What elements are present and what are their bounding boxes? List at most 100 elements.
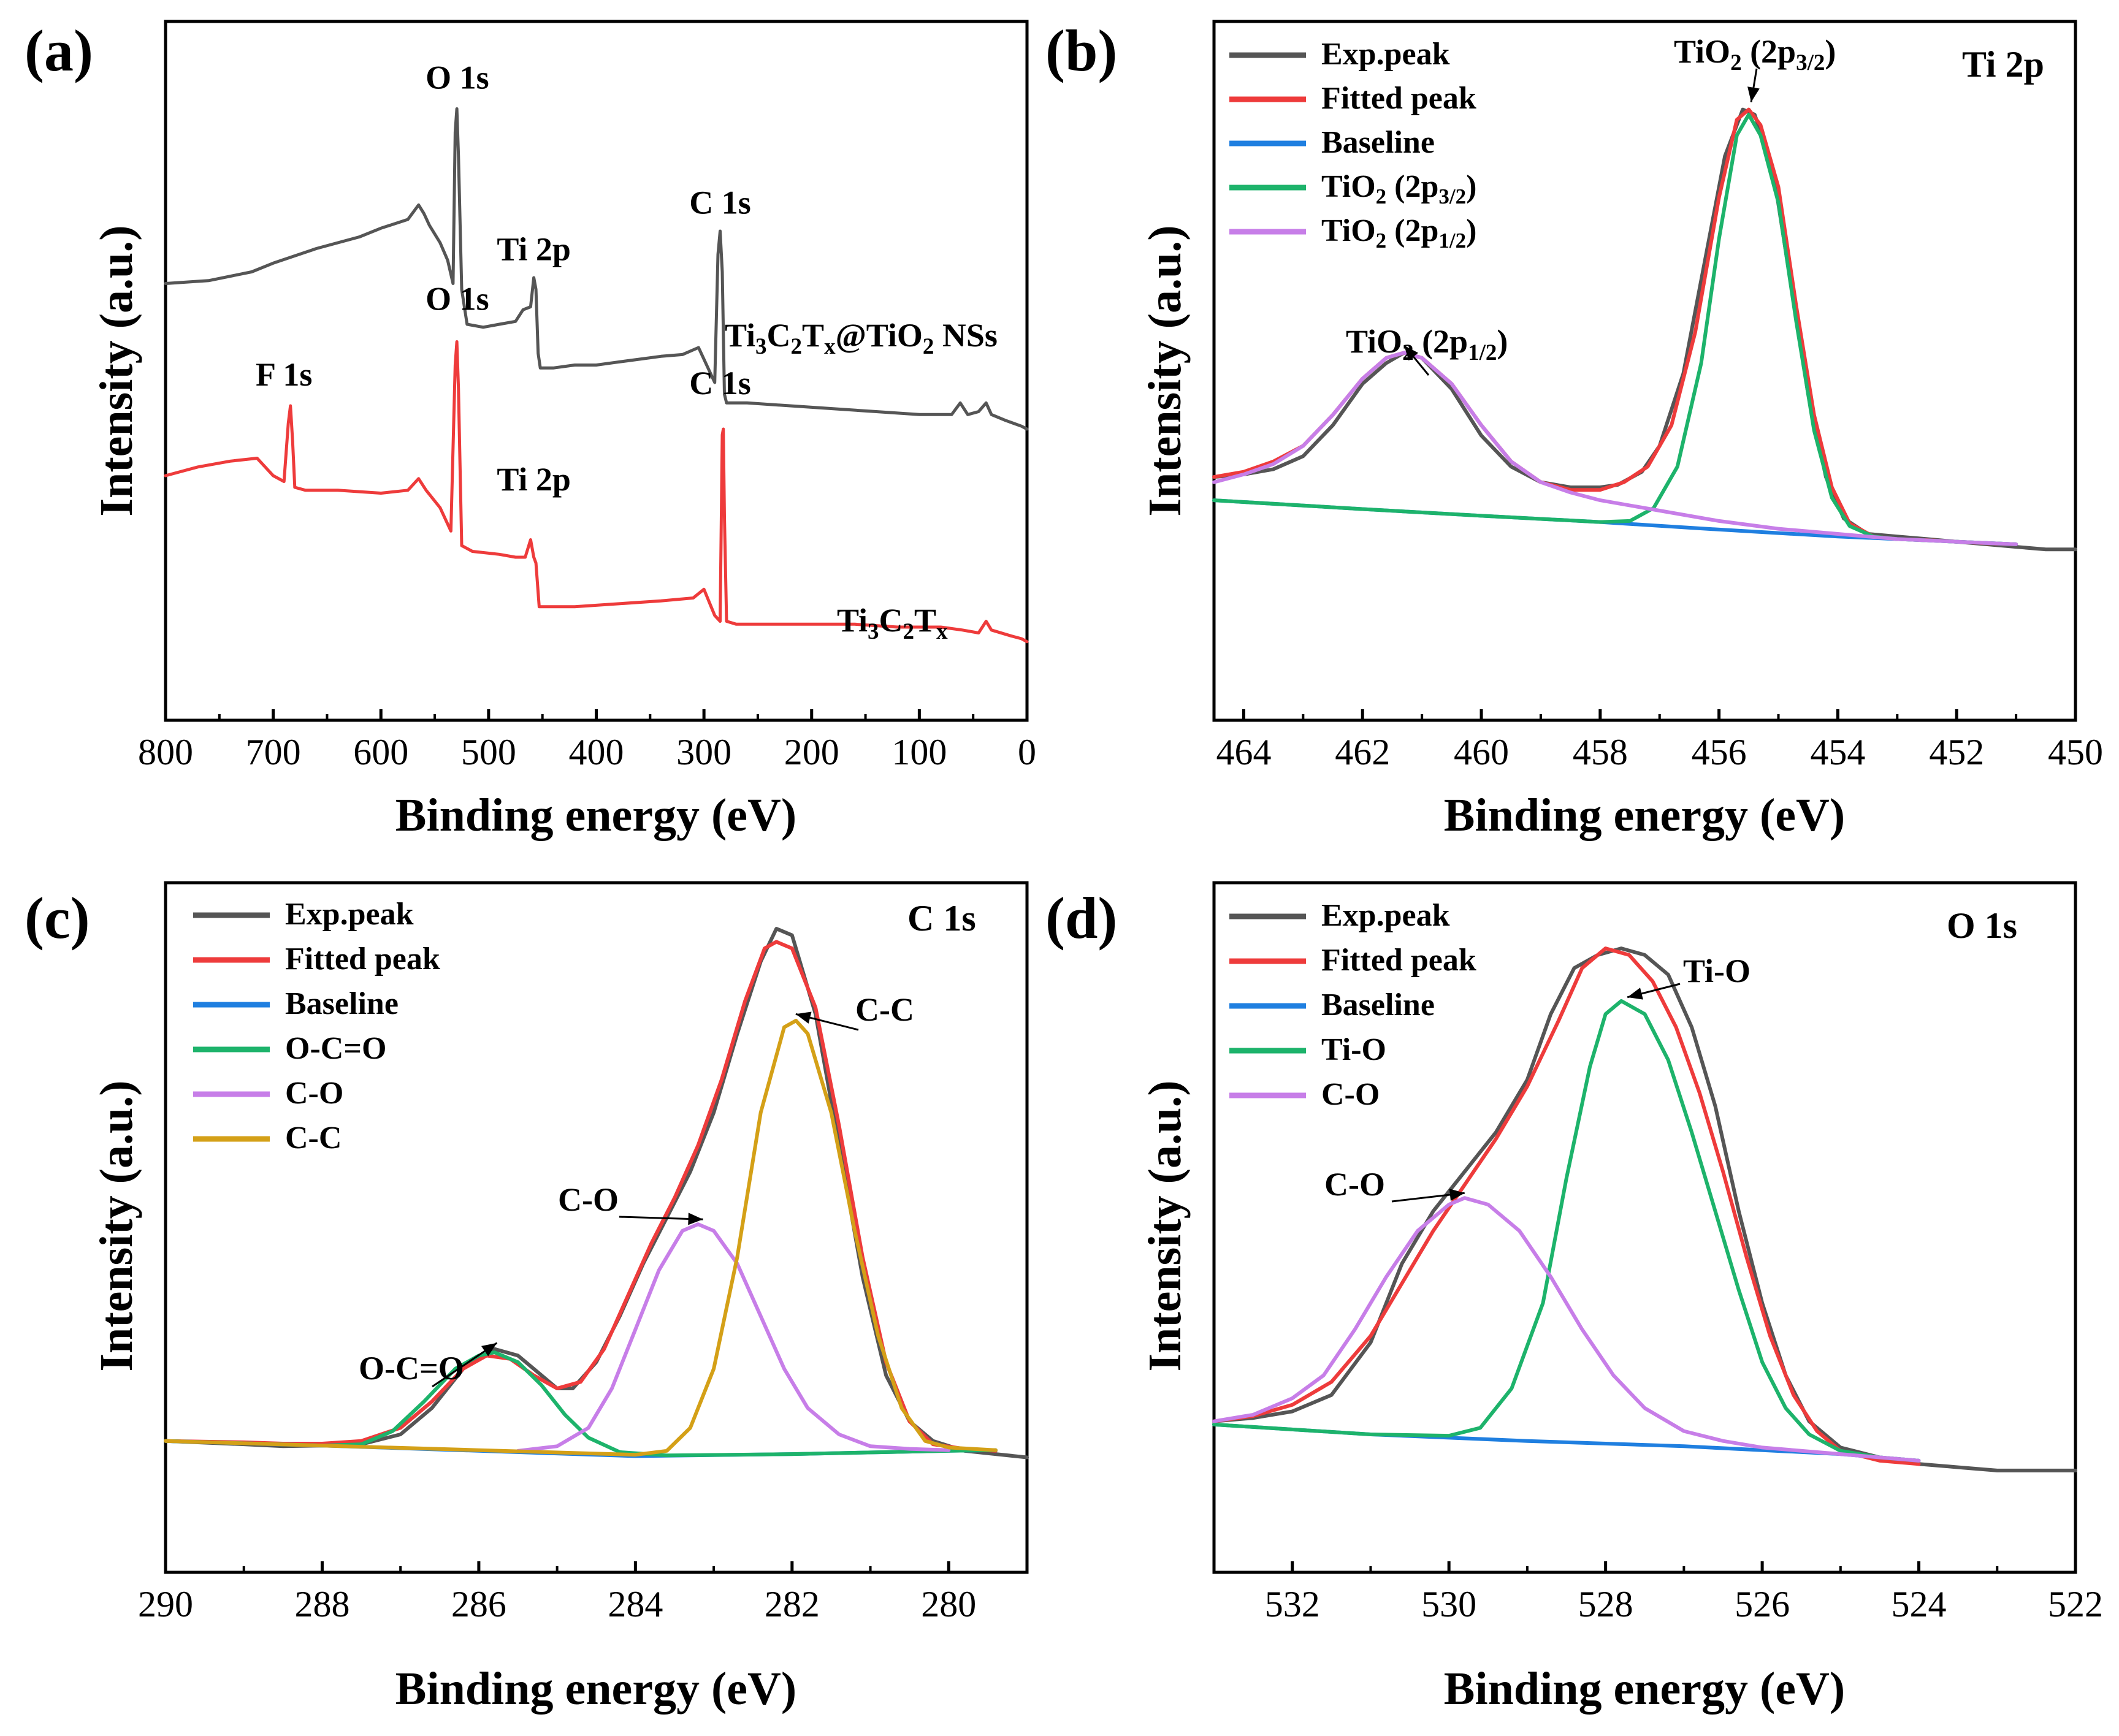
peak-label-tio2-0: O 1s	[426, 59, 489, 96]
b-annot-arrowhead-1	[1404, 345, 1419, 361]
curve-d-4	[1212, 1196, 1921, 1463]
curve-b-4	[1212, 351, 2018, 546]
c-legend-label-1: Fitted peak	[285, 942, 440, 976]
annotations-c: C-C C-O O-C=O	[359, 991, 914, 1388]
c-annot-arrowhead-0	[795, 1011, 812, 1024]
panel-c: (c) 290 288 286 284 282 280 Exp.peak Fitted pe…	[25, 881, 1029, 1715]
panel-b: (b) 464 462 460 458 456 454 452 450 Exp.peak Fit…	[1045, 18, 2103, 841]
d-annot-label-1: C-O	[1324, 1166, 1385, 1203]
annotations-b: TiO2 (2p3/2) TiO2 (2p1/2)	[1346, 33, 1836, 376]
panel-label-a: (a)	[25, 18, 93, 83]
b-tick-label-452: 452	[1929, 732, 1984, 772]
legend-c: Exp.peak Fitted peak Baseline O-C=O C-O C-C	[193, 897, 440, 1155]
c-tick-label-282: 282	[765, 1584, 820, 1624]
b-legend-label-3: TiO2 (2p3/2)	[1321, 169, 1476, 208]
panel-label-b: (b)	[1045, 18, 1117, 83]
peak-label-ti3c2tx-0: F 1s	[256, 356, 313, 393]
c-annot-label-2: O-C=O	[359, 1350, 464, 1387]
b-tick-label-458: 458	[1573, 732, 1628, 772]
plot-frame-c	[164, 881, 1029, 1574]
a-tick-label-300: 300	[676, 732, 731, 772]
b-annot-arrowhead-0	[1747, 86, 1760, 102]
c-annot-label-1: C-O	[558, 1181, 619, 1218]
c-tick-label-286: 286	[451, 1584, 506, 1624]
curves-a	[164, 107, 1029, 644]
x-axis-label-c: Binding energy (eV)	[395, 1663, 796, 1715]
curve-tio2	[164, 107, 1029, 431]
d-annot-arrowhead-0	[1627, 988, 1643, 1000]
c-annot-label-0: C-C	[855, 991, 914, 1028]
curves-b	[1212, 107, 2077, 552]
curve-d-1	[1212, 946, 1921, 1466]
d-legend-label-1: Fitted peak	[1321, 943, 1476, 978]
d-tick-label-528: 528	[1578, 1584, 1633, 1624]
x-ticks-c: 290 288 286 284 282 280	[138, 1561, 976, 1624]
d-legend-label-4: C-O	[1321, 1077, 1380, 1112]
d-legend-label-3: Ti-O	[1321, 1032, 1386, 1067]
d-tick-label-524: 524	[1892, 1584, 1947, 1624]
b-tick-label-450: 450	[2048, 732, 2103, 772]
y-axis-label-d: Intensity (a.u.)	[1139, 1080, 1191, 1371]
c-tick-label-290: 290	[138, 1584, 193, 1624]
plot-frame-b	[1212, 20, 2077, 722]
curves-c	[164, 927, 1029, 1460]
peak-label-ti3c2tx-2: Ti 2p	[497, 461, 571, 498]
y-axis-label-b: Intensity (a.u.)	[1139, 225, 1191, 516]
c-tick-label-280: 280	[921, 1584, 976, 1624]
peak-label-tio2-2: C 1s	[689, 185, 751, 221]
b-legend-label-4: TiO2 (2p1/2)	[1321, 213, 1476, 253]
plot-frame-d	[1212, 881, 2077, 1574]
a-tick-label-0: 0	[1018, 732, 1036, 772]
d-annot-label-0: Ti-O	[1683, 953, 1751, 989]
curve-c-4	[516, 1222, 951, 1453]
d-tick-label-522: 522	[2048, 1584, 2103, 1624]
curve-c-0	[164, 927, 1029, 1460]
b-legend-label-0: Exp.peak	[1321, 37, 1450, 72]
c-legend-label-5: C-C	[285, 1121, 342, 1155]
peak-label-ti3c2tx-1: O 1s	[426, 280, 489, 317]
curve-b-0	[1212, 107, 2077, 552]
b-legend-label-2: Baseline	[1321, 125, 1435, 160]
peak-label-ti3c2tx-3: C 1s	[689, 365, 751, 402]
c-legend-label-4: C-O	[285, 1076, 343, 1111]
peak-label-tio2-1: Ti 2p	[497, 231, 571, 268]
a-tick-label-100: 100	[892, 732, 947, 772]
annotations-d: Ti-O C-O	[1324, 953, 1751, 1203]
a-tick-label-500: 500	[461, 732, 516, 772]
legend-d: Exp.peak Fitted peak Baseline Ti-O C-O	[1229, 898, 1476, 1112]
panel-label-d: (d)	[1045, 885, 1117, 951]
c-tick-label-288: 288	[294, 1584, 349, 1624]
d-legend-label-2: Baseline	[1321, 988, 1435, 1022]
panel-title-d: O 1s	[1947, 905, 2017, 946]
curve-d-3	[1212, 999, 1921, 1463]
x-axis-label-d: Binding energy (eV)	[1444, 1663, 1845, 1715]
x-axis-label-b: Binding energy (eV)	[1444, 790, 1845, 841]
a-tick-label-600: 600	[353, 732, 408, 772]
x-ticks-b: 464 462 460 458 456 454 452 450	[1216, 709, 2103, 772]
a-tick-label-700: 700	[246, 732, 301, 772]
curve-c-3	[164, 1350, 998, 1458]
curves-d	[1212, 946, 2077, 1472]
b-annot-label-1: TiO2 (2p1/2)	[1346, 323, 1508, 365]
panel-d: (d) 532 530 528 526 524 522 Exp.peak Fitted pe…	[1045, 881, 2103, 1715]
x-ticks-a: 800 700 600 500 400 300 200 100 0	[138, 709, 1036, 772]
curve-c-1	[164, 940, 998, 1453]
panel-title-c: C 1s	[907, 898, 976, 938]
d-tick-label-526: 526	[1735, 1584, 1790, 1624]
panel-label-c: (c)	[25, 885, 90, 951]
b-tick-label-456: 456	[1692, 732, 1747, 772]
b-tick-label-462: 462	[1335, 732, 1390, 772]
a-tick-label-200: 200	[784, 732, 839, 772]
series-label-tio2: Ti3C2Tx@TiO2 NSs	[725, 317, 998, 359]
c-legend-label-2: Baseline	[285, 986, 399, 1021]
x-axis-label-a: Binding energy (eV)	[395, 790, 796, 841]
curve-b-3	[1212, 113, 2018, 546]
legend-b: Exp.peak Fitted peak Baseline TiO2 (2p3/2) T…	[1229, 37, 1476, 253]
y-axis-label-a: Intensity (a.u.)	[91, 225, 142, 516]
b-tick-label-454: 454	[1810, 732, 1865, 772]
x-ticks-d: 532 530 528 526 524 522	[1265, 1561, 2103, 1624]
d-tick-label-532: 532	[1265, 1584, 1320, 1624]
